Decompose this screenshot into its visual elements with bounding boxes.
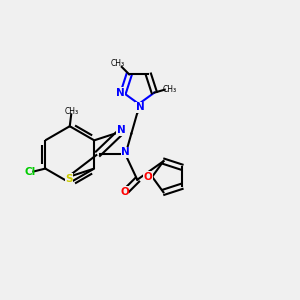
Text: O: O xyxy=(143,172,152,182)
Text: N: N xyxy=(116,88,124,98)
Text: CH₃: CH₃ xyxy=(64,107,78,116)
Text: S: S xyxy=(65,174,73,184)
Text: Cl: Cl xyxy=(25,167,36,176)
Text: CH₃: CH₃ xyxy=(162,85,176,94)
Text: N: N xyxy=(136,103,145,112)
Text: O: O xyxy=(120,187,129,196)
Text: N: N xyxy=(121,147,130,157)
Text: CH₃: CH₃ xyxy=(110,58,124,68)
Text: N: N xyxy=(117,125,125,135)
